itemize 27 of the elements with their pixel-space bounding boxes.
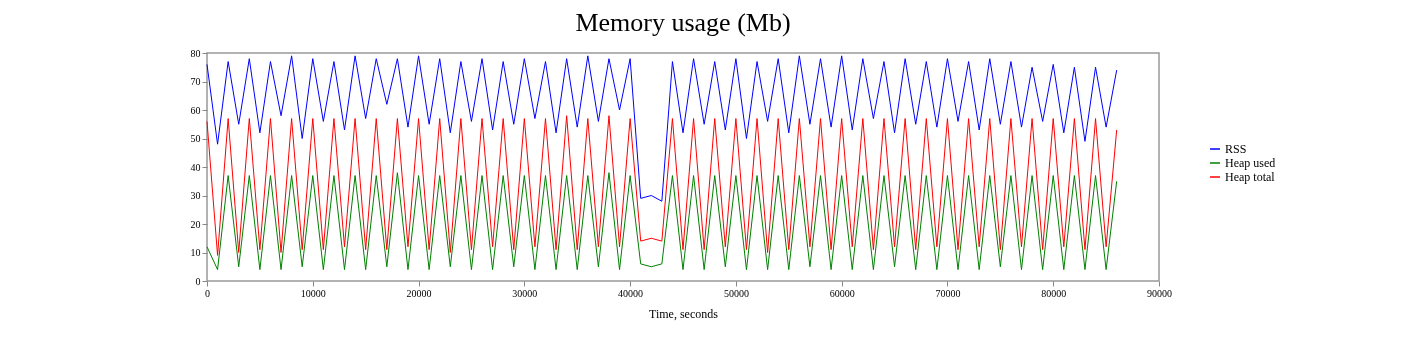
legend-label: RSS xyxy=(1225,142,1247,156)
y-tick-label: 70 xyxy=(190,76,201,87)
y-tick-label: 0 xyxy=(195,275,201,287)
x-tick-label: 40000 xyxy=(618,287,644,299)
line-series xyxy=(206,172,1118,271)
chart-title: Memory usage (Mb) xyxy=(575,8,791,37)
x-tick-label: 90000 xyxy=(1147,287,1172,299)
line-series xyxy=(206,115,1118,256)
legend-label: Heap used xyxy=(1225,156,1276,170)
legend-label: Heap total xyxy=(1225,170,1276,184)
x-tick-label: 0 xyxy=(205,287,210,299)
x-tick-label: 50000 xyxy=(723,287,749,299)
x-tick-label: 30000 xyxy=(512,287,538,299)
y-tick-label: 50 xyxy=(190,133,201,144)
y-tick-label: 30 xyxy=(190,190,201,201)
y-tick-label: 20 xyxy=(190,218,201,230)
x-tick-label: 20000 xyxy=(406,287,432,299)
x-tick-label: 80000 xyxy=(1041,287,1067,299)
x-axis-title: Time, seconds xyxy=(649,306,719,321)
x-tick-label: 70000 xyxy=(935,287,961,299)
line-series xyxy=(206,55,1118,202)
y-tick-label: 80 xyxy=(190,47,201,59)
x-tick-label: 60000 xyxy=(829,287,855,299)
y-tick-label: 10 xyxy=(190,247,201,258)
x-tick-label: 10000 xyxy=(300,287,326,299)
y-tick-label: 40 xyxy=(190,161,201,173)
y-tick-label: 60 xyxy=(190,104,201,116)
